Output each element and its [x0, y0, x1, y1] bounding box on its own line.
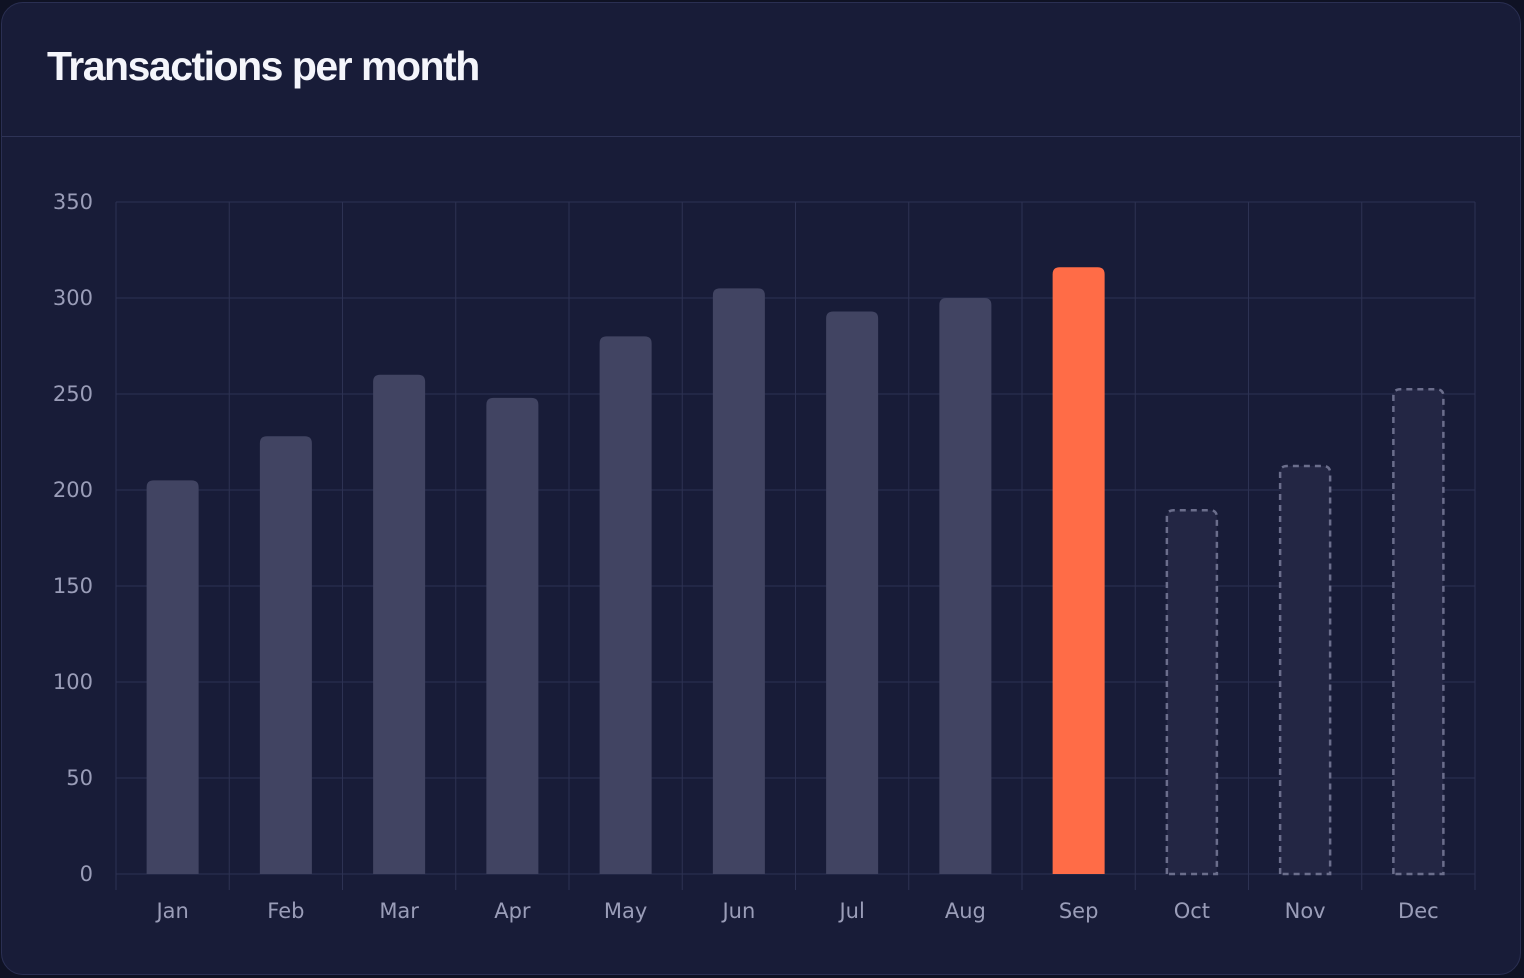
y-tick-label: 200: [53, 478, 93, 502]
chart-grid: [115, 201, 1476, 890]
bar-highlight: [1052, 267, 1105, 874]
chart-bars: [146, 267, 1445, 876]
y-tick-label: 350: [53, 190, 93, 214]
card-header: Transactions per month: [2, 3, 1520, 137]
x-tick-label: Feb: [267, 899, 304, 923]
y-tick-label: 100: [53, 670, 93, 694]
x-tick-label: Jan: [154, 899, 188, 923]
chart-title: Transactions per month: [47, 43, 480, 89]
y-tick-label: 50: [66, 766, 93, 790]
bar: [939, 298, 992, 874]
bar: [373, 374, 426, 874]
x-tick-label: Jul: [837, 899, 864, 923]
x-tick-label: Oct: [1174, 899, 1210, 923]
bar: [599, 336, 652, 874]
x-tick-label: Apr: [494, 899, 531, 923]
bar: [486, 397, 539, 874]
x-tick-label: Dec: [1398, 899, 1439, 923]
x-tick-label: Jun: [720, 899, 755, 923]
x-tick-label: Nov: [1285, 899, 1326, 923]
y-tick-label: 300: [53, 286, 93, 310]
chart-axes: 0 50 100 150 200 250 300 350 Jan Feb Mar Apr May Jun J…: [53, 190, 1439, 923]
bar-forecast: [1165, 508, 1219, 876]
x-tick-label: Sep: [1059, 899, 1099, 923]
bar-forecast: [1392, 387, 1445, 876]
y-tick-label: 0: [80, 862, 93, 886]
bar: [259, 436, 312, 874]
bar: [826, 311, 879, 874]
y-tick-label: 150: [53, 574, 93, 598]
y-tick-label: 250: [53, 382, 93, 406]
x-tick-label: Aug: [945, 899, 986, 923]
bar: [712, 288, 765, 874]
x-tick-label: Mar: [379, 899, 419, 923]
x-tick-label: May: [604, 899, 647, 923]
bar: [146, 480, 199, 874]
bar-forecast: [1278, 464, 1332, 876]
